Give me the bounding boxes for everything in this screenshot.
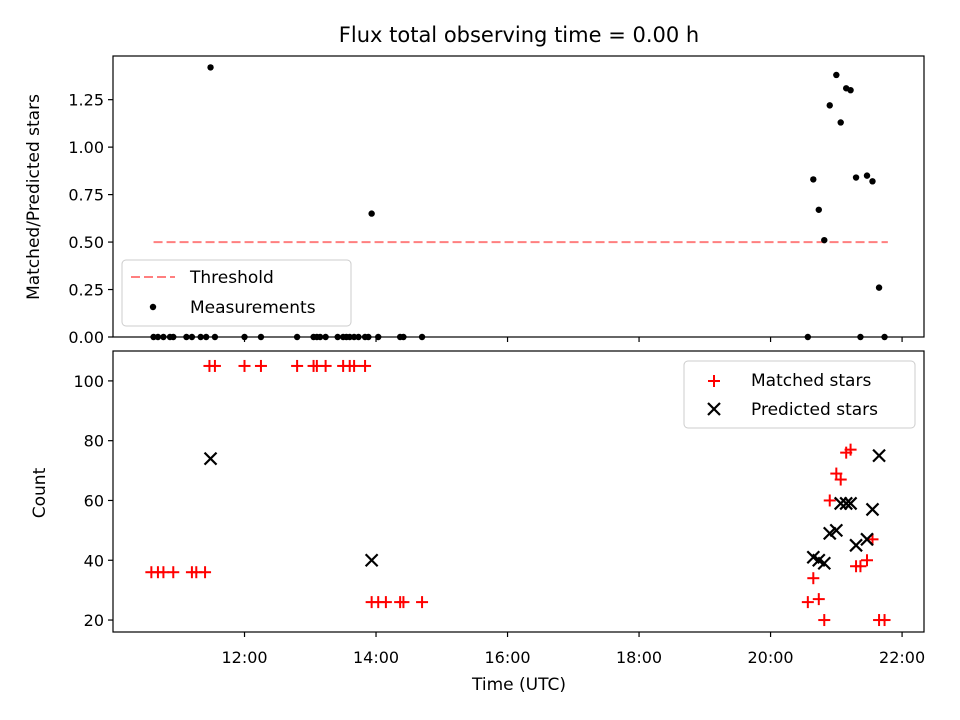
y-tick-label: 0.25 [68,281,104,300]
y-tick-label: 1.25 [68,91,104,110]
measurement-point [810,176,817,183]
y-tick-label: 100 [73,372,104,391]
x-tick-label: 16:00 [484,648,530,667]
measurement-point [852,174,860,181]
measurement-point [815,206,822,213]
matched-star-point [359,359,372,372]
matched-star-point [397,596,410,609]
matched-star-point [844,443,857,456]
matched-star-point [416,596,429,609]
chart-title: Flux total observing time = 0.00 h [339,23,699,47]
legend-measurement-label: Measurements [190,298,316,318]
x-tick-label: 22:00 [879,648,925,667]
legend-x-b [707,402,721,416]
measurement-point [833,71,840,79]
x-tick-label: 12:00 [221,648,267,667]
predicted-star-point [849,538,863,553]
x-axis-label: Time (UTC) [471,675,566,695]
matched-star-point [291,359,304,372]
legend-predicted-label: Predicted stars [751,400,878,420]
matched-star-point [834,473,847,486]
matched-star-point [878,614,891,627]
x-b [203,451,218,466]
matched-star-point [254,359,267,372]
ratio-panel: 0.00 0.25 0.50 0.75 1.00 1.25 Threshold Measure… [68,55,925,347]
predicted-star-point [843,496,858,511]
y-tick-label: 0.00 [68,328,104,347]
predicted-star-point [364,553,379,568]
matched-star-point [319,359,332,372]
predicted-star-point [872,448,886,463]
matched-star-point [208,359,221,372]
x-b [833,496,848,511]
y-tick-label: 80 [84,432,104,451]
measurement-point [207,64,214,71]
x-b [865,502,880,517]
matched-star-point [854,560,867,573]
matched-star-point [861,554,874,567]
legend-threshold-label: Threshold [189,268,274,288]
measurement-point [821,236,828,244]
y-tick-label: 60 [84,491,104,510]
measurement-point [837,119,844,126]
matched-star-point [812,593,825,606]
x-tick-label: 18:00 [616,648,662,667]
matched-star-point [348,359,361,372]
matched-star-point [823,494,836,507]
matched-star-point [807,572,820,585]
predicted-star-point [829,523,844,538]
predicted-star-point [860,532,874,547]
y-tick-label: 20 [84,611,104,630]
x-b [822,526,837,541]
y-tick-label: 0.75 [68,186,104,205]
predicted-star-point [822,526,837,541]
bottom-y-axis-label: Count [30,467,50,518]
plot-frame [112,55,925,338]
x-b [812,553,826,568]
measurement-point [847,86,854,94]
x-b [860,532,874,547]
matched-star-point [167,566,180,579]
y-tick-label: 1.00 [68,138,104,157]
top-y-axis-label: Matched/Predicted stars [24,94,44,300]
x-b [843,496,858,511]
predicted-star-point [203,451,218,466]
predicted-star-point [833,496,848,511]
x-b [829,523,844,538]
x-b [806,550,821,565]
predicted-star-point [865,502,880,517]
matched-star-point [818,614,831,627]
plot-frame [112,350,925,633]
legend-box [121,259,352,327]
count-panel: 12:00 14:00 16:00 18:00 20:00 22:00 20 40 60 80 10… [73,350,925,667]
x-b [872,448,886,463]
x-tick-label: 14:00 [353,648,399,667]
matched-star-point [379,596,392,609]
legend: Matched stars Predicted stars [683,360,916,429]
measurement-point [869,178,876,185]
predicted-star-point [839,496,853,511]
matched-star-point [199,566,212,579]
x-tick-label: 20:00 [748,648,794,667]
matched-star-point [801,596,814,609]
x-b [364,553,379,568]
measurement-point [826,102,833,109]
x-b [839,496,853,511]
measurement-point [875,284,883,291]
y-tick-label: 40 [84,551,104,570]
legend-matched-label: Matched stars [751,371,871,391]
y-tick-label: 0.50 [68,233,104,252]
predicted-star-point [817,556,832,571]
legend-measurement-swatch [149,303,157,311]
x-b [849,538,863,553]
matched-star-point [238,359,251,372]
legend-box [683,360,916,429]
measurement-point [863,172,871,179]
legend: Threshold Measurements [121,259,352,327]
x-b [817,556,832,571]
measurement-point [368,210,375,217]
